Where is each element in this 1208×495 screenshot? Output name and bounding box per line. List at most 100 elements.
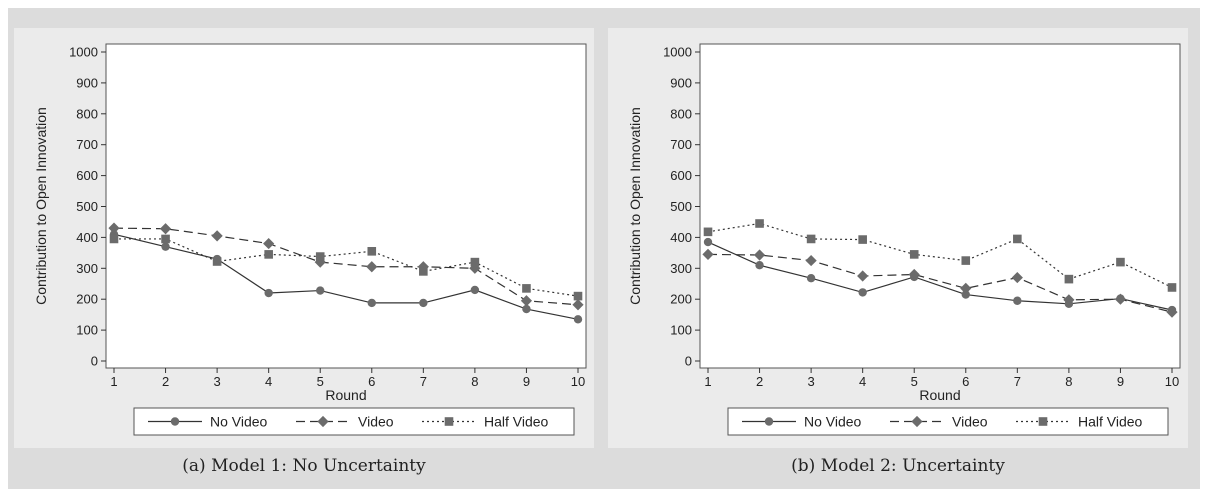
data-point xyxy=(806,234,816,244)
legend-label: Half Video xyxy=(484,414,549,430)
data-point xyxy=(263,237,275,250)
y-tick-label: 300 xyxy=(670,261,692,276)
y-tick-label: 600 xyxy=(670,168,692,183)
figure: 0 100 200 300 400 500 600 700 800 900 1000 1 2 3 4 5 6 7 8… xyxy=(8,8,1200,489)
x-tick-label: 9 xyxy=(1117,374,1124,389)
data-point xyxy=(1013,234,1022,244)
data-point xyxy=(315,252,325,261)
legend xyxy=(133,407,575,436)
legend-label: No Video xyxy=(804,414,862,430)
caption-a: (a) Model 1: No Uncertainty xyxy=(182,456,426,476)
y-tick-label: 900 xyxy=(670,75,692,90)
data-point xyxy=(109,234,119,244)
data-point xyxy=(858,288,867,297)
y-tick-label: 100 xyxy=(670,323,692,338)
series-line xyxy=(707,222,1173,288)
y-tick-label: 400 xyxy=(76,230,98,245)
data-point xyxy=(211,230,223,242)
data-point xyxy=(960,282,972,294)
series-line xyxy=(707,253,1173,313)
x-tick-label: 5 xyxy=(317,374,324,389)
data-point xyxy=(572,299,584,311)
data-point xyxy=(702,248,714,260)
x-tick-label: 10 xyxy=(571,374,585,389)
data-point xyxy=(264,288,273,298)
data-point xyxy=(753,249,766,261)
y-tick-label: 1000 xyxy=(663,45,692,60)
legend-label: Half Video xyxy=(1078,414,1143,430)
data-point xyxy=(755,261,764,270)
legend-item: No Video xyxy=(742,414,862,430)
data-point xyxy=(909,250,919,259)
data-point xyxy=(469,262,481,274)
legend-marker xyxy=(764,417,774,426)
panel-b: 0 100 200 300 400 500 600 700 800 900 1000 1 2 3 4 5 6 7 8… xyxy=(608,28,1188,448)
x-tick-label: 7 xyxy=(420,374,427,389)
x-tick-label: 7 xyxy=(1014,374,1021,389)
y-tick-label: 500 xyxy=(76,199,98,214)
legend-label: Video xyxy=(358,414,394,430)
data-point xyxy=(573,315,583,324)
x-tick-label: 9 xyxy=(523,374,530,389)
x-axis-title: Round xyxy=(325,387,366,403)
data-point xyxy=(1013,296,1022,305)
legend-item: Video xyxy=(296,414,394,430)
x-tick-label: 5 xyxy=(911,374,918,389)
y-tick-label: 200 xyxy=(670,292,692,307)
y-tick-label: 800 xyxy=(76,106,98,121)
x-tick-label: 2 xyxy=(162,374,169,389)
series-line xyxy=(113,227,579,306)
y-tick-label: 300 xyxy=(76,261,98,276)
data-point xyxy=(755,219,764,228)
data-point xyxy=(858,235,867,244)
y-tick-label: 900 xyxy=(76,75,98,90)
data-point xyxy=(1063,294,1075,306)
caption-b: (b) Model 2: Uncertainty xyxy=(791,456,1005,476)
legend-marker xyxy=(911,415,923,428)
data-point xyxy=(1167,283,1177,292)
data-point xyxy=(1064,274,1074,284)
data-point xyxy=(703,227,713,237)
x-axis-title: Round xyxy=(919,387,960,403)
x-tick-label: 6 xyxy=(368,374,375,389)
data-point xyxy=(470,257,480,267)
data-point xyxy=(857,270,869,282)
data-point xyxy=(161,242,170,251)
data-point xyxy=(806,273,816,283)
data-point xyxy=(961,256,971,265)
data-point xyxy=(108,222,120,234)
data-point xyxy=(961,290,970,299)
y-tick-label: 0 xyxy=(91,354,98,369)
data-point xyxy=(419,298,428,308)
y-tick-label: 0 xyxy=(685,354,692,369)
legend-item: Half Video xyxy=(1016,414,1143,430)
x-tick-label: 10 xyxy=(1165,374,1179,389)
legend-label: Video xyxy=(952,414,988,430)
data-point xyxy=(264,250,273,259)
legend-item: Video xyxy=(890,414,988,430)
x-tick-label: 4 xyxy=(859,374,866,389)
y-tick-label: 100 xyxy=(76,323,98,338)
x-tick-label: 1 xyxy=(704,374,711,389)
legend-marker xyxy=(444,417,454,426)
chart-a: 0 100 200 300 400 500 600 700 800 900 1000 1 2 3 4 5 6 7 8… xyxy=(33,43,587,436)
y-axis-title: Contribution to Open Innovation xyxy=(627,107,643,305)
series-no-video xyxy=(109,230,583,324)
legend-marker xyxy=(317,415,329,428)
data-point xyxy=(161,234,170,244)
legend-label: No Video xyxy=(210,414,268,430)
legend-item: No Video xyxy=(148,414,268,430)
data-point xyxy=(366,261,378,273)
x-tick-label: 8 xyxy=(1065,374,1072,389)
legend-item: Half Video xyxy=(422,414,549,430)
legend-marker xyxy=(170,417,180,426)
data-point xyxy=(367,247,377,256)
data-point xyxy=(1166,306,1178,318)
x-tick-label: 3 xyxy=(807,374,814,389)
x-tick-label: 2 xyxy=(756,374,763,389)
data-point xyxy=(703,237,713,247)
panel-a: 0 100 200 300 400 500 600 700 800 900 1000 1 2 3 4 5 6 7 8… xyxy=(14,28,594,448)
y-tick-label: 700 xyxy=(76,137,98,152)
data-point xyxy=(573,291,583,301)
data-point xyxy=(520,295,533,307)
